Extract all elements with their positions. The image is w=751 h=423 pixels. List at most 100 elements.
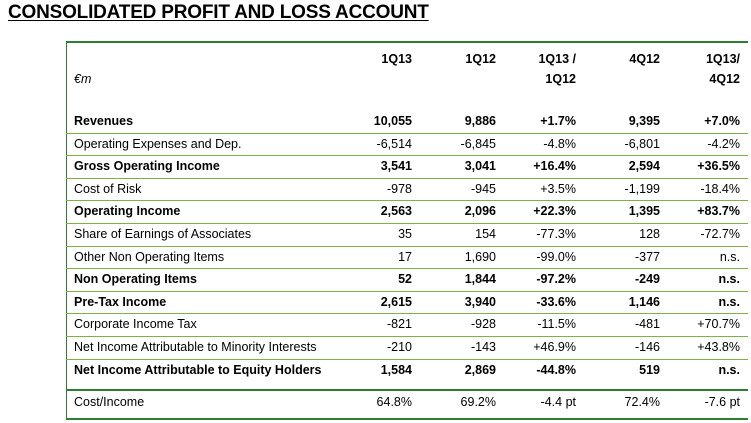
row-value: -44.8% xyxy=(536,362,576,377)
row-separator xyxy=(66,313,748,315)
footer-value: 69.2% xyxy=(460,395,496,409)
unit-label: €m xyxy=(74,72,92,86)
row-separator xyxy=(66,132,748,134)
row-value: +16.4% xyxy=(533,159,576,174)
row-value: n.s. xyxy=(719,249,740,264)
row-label: Non Operating Items xyxy=(74,272,197,287)
row-value: 3,541 xyxy=(380,159,412,174)
row-value: 1,690 xyxy=(464,249,496,264)
row-value: 2,096 xyxy=(464,204,496,219)
footer-value: 64.8% xyxy=(376,395,412,409)
row-value: n.s. xyxy=(718,294,740,309)
row-value: 3,041 xyxy=(464,159,496,174)
row-label: Corporate Income Tax xyxy=(74,317,197,332)
page-title: CONSOLIDATED PROFIT AND LOSS ACCOUNT xyxy=(8,2,429,23)
row-label: Operating Expenses and Dep. xyxy=(74,136,242,151)
row-separator xyxy=(66,155,748,157)
row-value: 2,594 xyxy=(628,159,660,174)
row-value: 128 xyxy=(639,227,660,241)
profit-loss-table: 1Q13 1Q12 1Q13 / 1Q12 4Q12 1Q13/ 4Q12 €m… xyxy=(66,41,748,420)
row-value: -1,199 xyxy=(624,181,660,196)
row-value: 1,395 xyxy=(628,204,660,219)
col-header-4q12: 4Q12 xyxy=(629,52,660,66)
row-value: -6,801 xyxy=(624,136,660,151)
row-separator xyxy=(66,177,748,179)
row-separator xyxy=(66,358,748,360)
row-value: -481 xyxy=(634,317,660,332)
row-value: -99.0% xyxy=(536,249,576,264)
row-value: -945 xyxy=(470,181,496,196)
footer-label: Cost/Income xyxy=(74,395,145,409)
row-label: Net Income Attributable to Equity Holder… xyxy=(74,362,322,377)
footer-separator xyxy=(66,389,748,391)
row-value: +46.9% xyxy=(533,340,576,354)
row-value: 1,844 xyxy=(464,272,496,287)
row-value: +43.8% xyxy=(697,340,740,354)
row-value: -377 xyxy=(634,249,660,264)
row-separator xyxy=(66,222,748,224)
row-value: -146 xyxy=(634,340,660,354)
row-value: -821 xyxy=(386,317,412,332)
row-label: Share of Earnings of Associates xyxy=(74,227,252,241)
row-value: +83.7% xyxy=(697,204,740,219)
row-separator xyxy=(66,268,748,270)
table-bottom-border xyxy=(66,418,748,420)
col-header-1q13-vs-4q12-line1: 1Q13/ xyxy=(705,52,740,66)
row-value: -97.2% xyxy=(536,272,576,287)
row-label: Pre-Tax Income xyxy=(74,294,167,309)
row-value: +3.5% xyxy=(540,181,576,196)
row-label: Operating Income xyxy=(74,204,181,219)
row-value: +1.7% xyxy=(540,114,576,128)
row-separator xyxy=(66,335,748,337)
row-value: 10,055 xyxy=(373,114,412,128)
row-value: -4.8% xyxy=(543,136,576,151)
row-label: Net Income Attributable to Minority Inte… xyxy=(74,340,317,354)
col-header-1q12: 1Q12 xyxy=(465,52,496,66)
row-label: Other Non Operating Items xyxy=(74,249,225,264)
row-value: -33.6% xyxy=(536,294,576,309)
row-value: -978 xyxy=(386,181,412,196)
row-value: 17 xyxy=(398,249,412,264)
row-value: +7.0% xyxy=(704,114,740,128)
row-label: Cost of Risk xyxy=(74,181,142,196)
col-header-1q13-vs-4q12-line2: 4Q12 xyxy=(709,72,740,86)
col-header-1q13-vs-1q12-line1: 1Q13 / xyxy=(538,52,576,66)
row-value: -4.2% xyxy=(707,136,740,151)
row-value: 519 xyxy=(639,362,660,377)
row-separator xyxy=(66,245,748,247)
row-value: +70.7% xyxy=(697,317,740,332)
footer-value: -4.4 pt xyxy=(540,395,576,409)
row-value: 1,584 xyxy=(380,362,412,377)
row-value: -143 xyxy=(470,340,496,354)
footer-value: 72.4% xyxy=(624,395,660,409)
col-header-1q13-vs-1q12-line2: 1Q12 xyxy=(545,72,576,86)
row-value: -210 xyxy=(386,340,412,354)
row-value: 2,615 xyxy=(380,294,412,309)
row-value: -11.5% xyxy=(537,317,576,332)
row-label: Revenues xyxy=(74,114,134,128)
row-separator xyxy=(66,200,748,202)
row-value: -6,845 xyxy=(460,136,496,151)
col-header-1q13: 1Q13 xyxy=(381,52,412,66)
row-value: -18.4% xyxy=(700,181,740,196)
row-value: 35 xyxy=(398,227,412,241)
row-label: Gross Operating Income xyxy=(74,159,220,174)
row-value: 1,146 xyxy=(628,294,660,309)
row-value: 9,395 xyxy=(628,114,660,128)
row-value: 3,940 xyxy=(464,294,496,309)
row-value: +36.5% xyxy=(697,159,740,174)
footer-value: -7.6 pt xyxy=(704,395,740,409)
table-left-border xyxy=(66,41,67,420)
row-value: n.s. xyxy=(718,362,740,377)
row-value: -928 xyxy=(470,317,496,332)
row-value: n.s. xyxy=(718,272,740,287)
row-value: -249 xyxy=(634,272,660,287)
row-value: -77.3% xyxy=(536,227,576,241)
row-value: +22.3% xyxy=(533,204,576,219)
row-value: -72.7% xyxy=(700,227,740,241)
row-separator xyxy=(66,290,748,292)
row-value: 2,563 xyxy=(380,204,412,219)
table-top-border xyxy=(66,41,748,43)
row-value: 9,886 xyxy=(464,114,496,128)
row-value: -6,514 xyxy=(376,136,412,151)
